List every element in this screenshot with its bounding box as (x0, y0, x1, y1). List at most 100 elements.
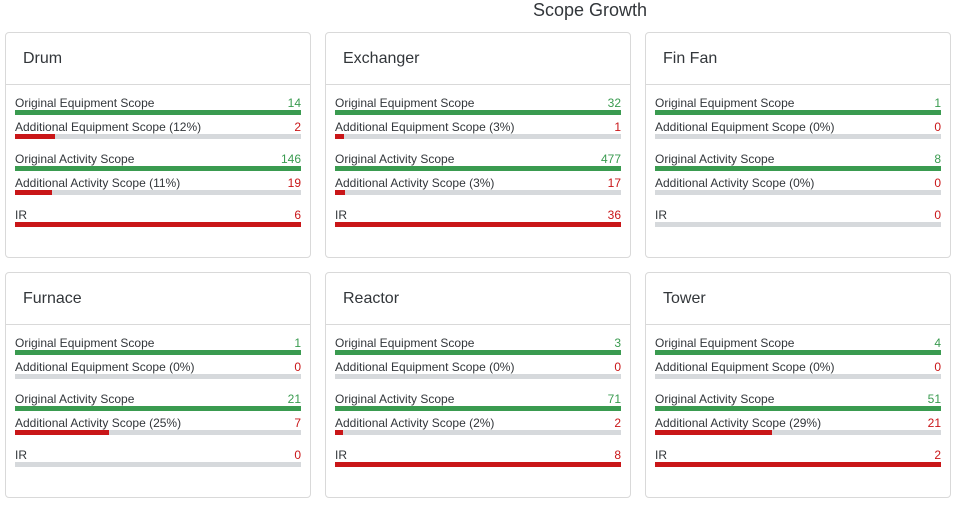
metric-value: 3 (614, 336, 621, 350)
metric-value: 2 (294, 120, 301, 134)
card-title: Exchanger (326, 33, 630, 85)
metric-bar-track (655, 222, 941, 227)
metric-value: 7 (294, 416, 301, 430)
metric-bar-track (655, 350, 941, 355)
card-title: Drum (6, 33, 310, 85)
metric-row-additional-activity-scope: Additional Activity Scope (2%) 2 (335, 411, 621, 435)
card-exchanger[interactable]: Exchanger Original Equipment Scope 32 Addi… (325, 32, 631, 258)
card-furnace[interactable]: Furnace Original Equipment Scope 1 Additio… (5, 272, 311, 498)
metric-bar-track (15, 166, 301, 171)
card-fin-fan[interactable]: Fin Fan Original Equipment Scope 1 Additio… (645, 32, 951, 258)
metric-bar-fill (655, 350, 941, 355)
metric-value: 0 (934, 120, 941, 134)
metric-row-ir: IR 8 (335, 443, 621, 467)
metric-label: IR (335, 208, 347, 222)
metric-row-additional-equipment-scope: Additional Equipment Scope (3%) 1 (335, 115, 621, 139)
metric-bar-track (335, 350, 621, 355)
card-reactor[interactable]: Reactor Original Equipment Scope 3 Additio… (325, 272, 631, 498)
metric-bar-fill (335, 134, 344, 139)
metric-bar-track (15, 374, 301, 379)
metric-bar-track (655, 430, 941, 435)
metric-label: Additional Activity Scope (2%) (335, 416, 495, 430)
metric-value: 21 (287, 392, 301, 406)
metric-row-ir: IR 6 (15, 203, 301, 227)
metric-label: Original Equipment Scope (15, 336, 155, 350)
metric-label: Additional Activity Scope (3%) (335, 176, 495, 190)
metric-bar-track (655, 190, 941, 195)
metric-label: Additional Activity Scope (11%) (15, 176, 181, 190)
metric-bar-fill (655, 166, 941, 171)
card-drum[interactable]: Drum Original Equipment Scope 14 Additiona… (5, 32, 311, 258)
card-tower[interactable]: Tower Original Equipment Scope 4 Additiona… (645, 272, 951, 498)
metric-label: Additional Activity Scope (29%) (655, 416, 822, 430)
metric-bar-track (335, 374, 621, 379)
metric-value: 2 (614, 416, 621, 430)
metric-value: 1 (294, 336, 301, 350)
metric-bar-fill (655, 110, 941, 115)
metric-label: Additional Activity Scope (25%) (15, 416, 182, 430)
metric-label: IR (655, 208, 667, 222)
metric-row-original-equipment-scope: Original Equipment Scope 4 (655, 331, 941, 355)
metric-row-original-equipment-scope: Original Equipment Scope 1 (655, 91, 941, 115)
metric-value: 4 (934, 336, 941, 350)
metric-row-additional-activity-scope: Additional Activity Scope (3%) 17 (335, 171, 621, 195)
metric-row-ir: IR 0 (15, 443, 301, 467)
metric-label: Original Equipment Scope (655, 336, 795, 350)
metric-value: 477 (600, 152, 621, 166)
metric-bar-fill (335, 110, 621, 115)
metric-bar-track (335, 222, 621, 227)
metric-value: 0 (294, 448, 301, 462)
metric-value: 32 (607, 96, 621, 110)
metric-value: 71 (607, 392, 621, 406)
metric-row-additional-activity-scope: Additional Activity Scope (11%) 19 (15, 171, 301, 195)
metric-value: 1 (934, 96, 941, 110)
metric-bar-track (655, 406, 941, 411)
metric-value: 1 (614, 120, 621, 134)
metric-row-ir: IR 0 (655, 203, 941, 227)
metric-value: 0 (934, 176, 941, 190)
metric-row-additional-equipment-scope: Additional Equipment Scope (0%) 0 (15, 355, 301, 379)
metric-bar-track (655, 166, 941, 171)
metric-bar-fill (655, 462, 941, 467)
metric-bar-track (15, 430, 301, 435)
metric-bar-track (335, 110, 621, 115)
metric-value: 17 (607, 176, 621, 190)
metric-row-original-activity-scope: Original Activity Scope 21 (15, 387, 301, 411)
metric-bar-track (655, 134, 941, 139)
metric-label: Additional Activity Scope (0%) (655, 176, 815, 190)
metric-label: Original Activity Scope (15, 152, 135, 166)
metric-label: Original Activity Scope (15, 392, 135, 406)
metric-row-additional-activity-scope: Additional Activity Scope (25%) 7 (15, 411, 301, 435)
metric-label: Original Activity Scope (655, 152, 775, 166)
card-title: Tower (646, 273, 950, 325)
metric-label: Additional Equipment Scope (0%) (655, 120, 835, 134)
metric-row-additional-activity-scope: Additional Activity Scope (0%) 0 (655, 171, 941, 195)
metric-row-additional-activity-scope: Additional Activity Scope (29%) 21 (655, 411, 941, 435)
metric-row-original-equipment-scope: Original Equipment Scope 1 (15, 331, 301, 355)
metric-label: IR (335, 448, 347, 462)
metric-bar-fill (335, 166, 621, 171)
metric-row-original-activity-scope: Original Activity Scope 477 (335, 147, 621, 171)
metric-row-additional-equipment-scope: Additional Equipment Scope (0%) 0 (655, 355, 941, 379)
metric-bar-track (15, 406, 301, 411)
metric-row-additional-equipment-scope: Additional Equipment Scope (0%) 0 (655, 115, 941, 139)
metric-bar-fill (15, 222, 301, 227)
metric-label: Additional Equipment Scope (3%) (335, 120, 515, 134)
metric-value: 51 (927, 392, 941, 406)
metric-value: 14 (287, 96, 301, 110)
metric-label: IR (655, 448, 667, 462)
metric-row-original-equipment-scope: Original Equipment Scope 32 (335, 91, 621, 115)
metric-label: Additional Equipment Scope (0%) (335, 360, 515, 374)
metric-bar-track (335, 190, 621, 195)
metric-label: Original Activity Scope (335, 392, 455, 406)
card-title: Reactor (326, 273, 630, 325)
metric-bar-track (655, 374, 941, 379)
scope-growth-grid: Drum Original Equipment Scope 14 Additiona… (5, 32, 951, 498)
metric-bar-fill (335, 430, 343, 435)
metric-bar-fill (655, 430, 773, 435)
metric-label: Additional Equipment Scope (0%) (655, 360, 835, 374)
metric-row-original-activity-scope: Original Activity Scope 146 (15, 147, 301, 171)
metric-bar-track (15, 110, 301, 115)
metric-bar-fill (335, 190, 346, 195)
metric-bar-track (335, 134, 621, 139)
